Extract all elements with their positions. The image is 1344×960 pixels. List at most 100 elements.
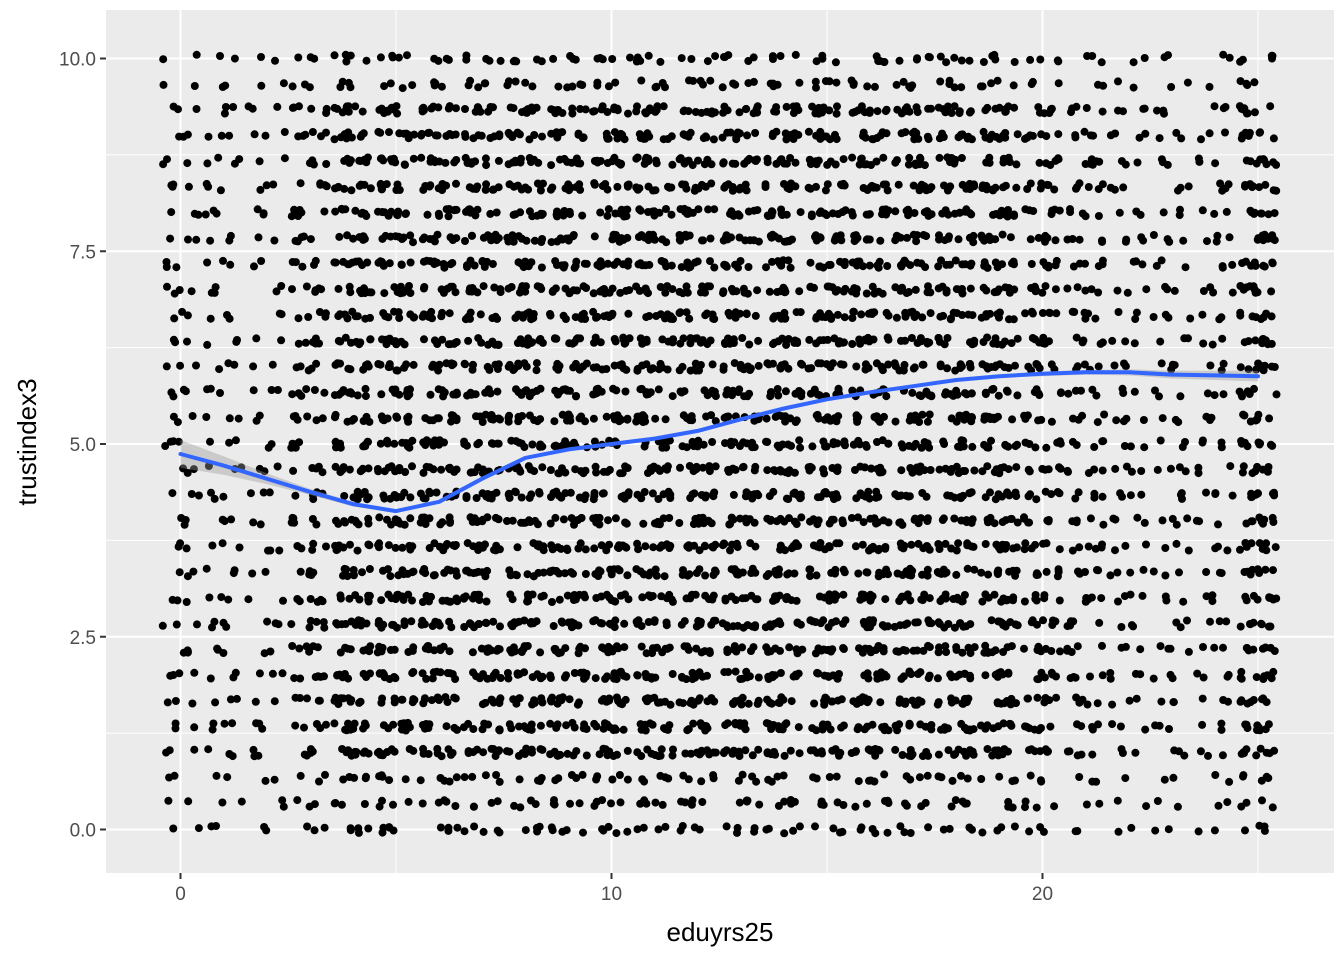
data-point xyxy=(366,184,375,193)
data-point xyxy=(488,674,497,683)
data-point xyxy=(384,363,393,372)
data-point xyxy=(561,315,570,323)
data-point xyxy=(813,669,822,678)
data-point xyxy=(429,571,438,580)
data-point xyxy=(405,723,414,732)
data-point xyxy=(815,543,824,552)
data-point xyxy=(1021,134,1029,143)
data-point xyxy=(897,336,905,345)
data-point xyxy=(257,81,266,90)
data-point xyxy=(192,235,201,244)
data-point xyxy=(952,309,961,318)
data-point xyxy=(264,443,273,452)
data-point xyxy=(613,182,622,191)
data-point xyxy=(649,543,658,552)
data-point xyxy=(811,822,819,831)
data-point xyxy=(967,488,976,497)
data-point xyxy=(941,590,950,599)
data-point xyxy=(1042,443,1051,452)
data-point xyxy=(915,186,924,195)
data-point xyxy=(360,719,369,728)
data-point xyxy=(750,518,759,527)
data-point xyxy=(623,827,632,836)
data-point xyxy=(816,262,824,271)
data-point xyxy=(739,462,748,471)
data-point xyxy=(742,104,751,113)
data-point xyxy=(551,513,560,522)
data-point xyxy=(380,467,389,476)
data-point xyxy=(367,288,376,297)
data-point xyxy=(601,745,610,754)
data-point xyxy=(927,721,936,729)
data-point xyxy=(637,642,646,651)
data-point xyxy=(642,109,650,118)
data-point xyxy=(965,360,974,368)
data-point xyxy=(386,494,395,503)
data-point xyxy=(478,725,487,734)
data-point xyxy=(527,338,536,347)
data-point xyxy=(659,102,668,111)
data-point xyxy=(766,622,775,631)
data-point xyxy=(742,518,751,527)
data-point xyxy=(212,822,220,830)
data-point xyxy=(950,493,959,502)
data-point xyxy=(513,670,522,679)
data-point xyxy=(643,745,652,754)
data-point xyxy=(287,212,296,221)
data-point xyxy=(831,160,840,169)
data-point xyxy=(1040,591,1049,600)
data-point xyxy=(796,443,805,452)
data-point xyxy=(220,109,229,118)
data-point xyxy=(818,749,826,758)
data-point xyxy=(235,155,244,164)
data-point xyxy=(360,800,369,808)
data-point xyxy=(215,365,224,374)
data-point xyxy=(376,53,385,62)
data-point xyxy=(470,468,479,477)
data-point xyxy=(750,206,759,215)
data-point xyxy=(819,103,828,112)
data-point xyxy=(249,518,258,527)
data-point xyxy=(773,385,782,393)
data-point xyxy=(782,159,791,168)
data-point xyxy=(866,595,875,604)
data-point xyxy=(352,337,361,346)
data-point xyxy=(684,107,693,116)
data-point xyxy=(838,516,847,525)
data-point xyxy=(425,544,434,552)
data-point xyxy=(1011,488,1020,497)
data-point xyxy=(383,439,392,448)
data-point xyxy=(575,365,584,374)
data-point xyxy=(944,210,953,219)
data-point xyxy=(175,568,184,577)
data-point xyxy=(1012,463,1021,472)
data-point xyxy=(978,234,987,242)
data-point xyxy=(955,411,964,420)
data-point xyxy=(295,206,304,214)
data-point xyxy=(910,209,919,217)
data-point xyxy=(427,592,435,601)
data-point xyxy=(891,283,900,292)
data-point xyxy=(310,260,318,269)
data-point xyxy=(926,309,935,318)
data-point xyxy=(860,725,869,734)
data-point xyxy=(934,334,943,342)
data-point xyxy=(358,107,367,116)
data-point xyxy=(834,339,843,348)
data-point xyxy=(536,415,545,424)
data-point xyxy=(539,179,547,188)
data-point xyxy=(425,182,434,191)
data-point xyxy=(289,103,298,112)
data-point xyxy=(590,719,599,728)
data-point xyxy=(386,572,395,581)
data-point xyxy=(346,824,355,833)
data-point xyxy=(431,131,440,140)
data-point xyxy=(562,671,571,680)
data-point xyxy=(883,186,892,195)
data-point xyxy=(582,751,591,760)
data-point xyxy=(734,210,743,219)
data-point xyxy=(702,107,711,116)
data-point xyxy=(879,153,888,162)
data-point xyxy=(549,286,558,295)
data-point xyxy=(511,77,520,86)
